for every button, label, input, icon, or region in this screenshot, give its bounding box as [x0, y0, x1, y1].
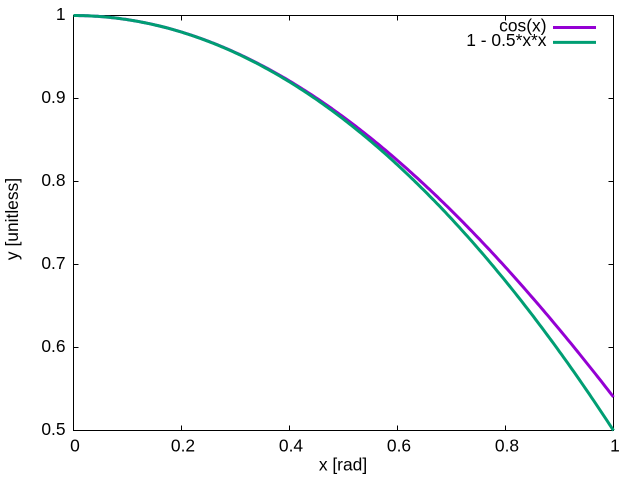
svg-text:0.8: 0.8: [495, 435, 519, 455]
svg-text:0.6: 0.6: [41, 336, 65, 356]
svg-text:x [rad]: x [rad]: [319, 454, 367, 474]
svg-text:0.6: 0.6: [387, 435, 411, 455]
svg-text:1 - 0.5*x*x: 1 - 0.5*x*x: [466, 30, 547, 50]
svg-text:1: 1: [56, 4, 66, 24]
svg-text:cos(x): cos(x): [499, 16, 546, 36]
svg-text:y [unitless]: y [unitless]: [2, 178, 22, 260]
svg-text:0.8: 0.8: [41, 170, 65, 190]
svg-text:0.5: 0.5: [41, 419, 65, 439]
svg-text:0.7: 0.7: [41, 253, 65, 273]
svg-text:0.9: 0.9: [41, 87, 65, 107]
svg-text:1: 1: [610, 435, 620, 455]
svg-text:0.4: 0.4: [279, 435, 304, 455]
svg-text:0.2: 0.2: [171, 435, 195, 455]
svg-text:0: 0: [70, 435, 80, 455]
